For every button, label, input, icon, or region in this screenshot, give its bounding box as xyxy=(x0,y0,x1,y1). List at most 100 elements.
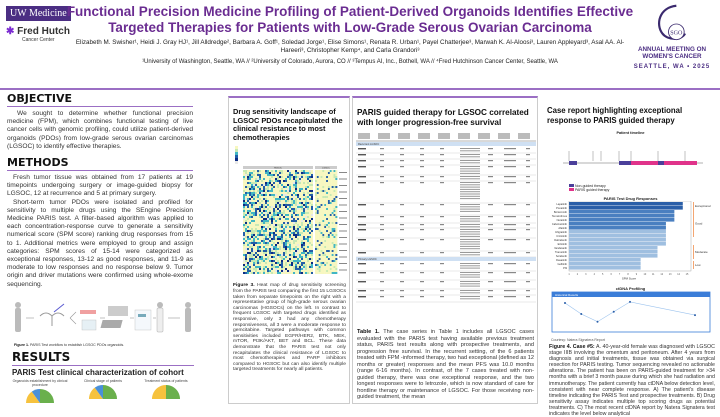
heatmap-cell xyxy=(267,256,269,259)
heatmap-cell xyxy=(265,200,267,203)
heatmap-cell xyxy=(309,236,311,239)
heatmap-cell xyxy=(243,202,245,205)
heatmap-cell xyxy=(287,238,289,241)
heatmap-cell xyxy=(277,178,279,181)
heatmap-cell xyxy=(322,192,325,195)
heatmap-cell xyxy=(253,196,255,199)
table-cell xyxy=(400,216,404,218)
heatmap-cell xyxy=(315,272,317,275)
heatmap-cell xyxy=(331,250,334,253)
heatmap-cell xyxy=(329,250,332,253)
heatmap-cell xyxy=(281,226,283,229)
heatmap-cell xyxy=(305,270,307,273)
pie-title: Clinical stage of patients xyxy=(84,379,122,383)
heatmap-cell xyxy=(287,272,289,275)
heatmap-cell xyxy=(326,268,329,271)
heatmap-cell xyxy=(322,186,325,189)
heatmap-cell xyxy=(299,170,301,173)
heatmap-cell xyxy=(309,252,311,255)
heatmap-cell xyxy=(283,196,285,199)
heatmap-cell xyxy=(253,242,255,245)
heatmap-cell xyxy=(249,232,251,235)
ctdna-point xyxy=(564,302,566,304)
heatmap-cell xyxy=(333,226,336,229)
table-header-cell xyxy=(358,133,370,139)
heatmap-cell xyxy=(245,266,247,269)
heatmap-cell xyxy=(263,174,265,177)
table-cell xyxy=(526,204,530,206)
heatmap-cell xyxy=(257,252,259,255)
heatmap-cell xyxy=(324,248,327,251)
heatmap-cell xyxy=(324,206,327,209)
heatmap-cell xyxy=(271,242,273,245)
heatmap-cell xyxy=(255,228,257,231)
heatmap-cell xyxy=(263,266,265,269)
heatmap-cell xyxy=(311,206,313,209)
table-panel: PARIS guided therapy for LGSOC correlate… xyxy=(352,96,538,404)
heatmap-cell xyxy=(311,246,313,249)
heatmap-cell xyxy=(305,220,307,223)
heatmap-cell xyxy=(335,240,338,243)
heatmap-cell xyxy=(253,174,255,177)
heatmap-cell xyxy=(251,240,253,243)
heatmap-cell xyxy=(273,236,275,239)
heatmap-cell xyxy=(253,190,255,193)
heatmap-cell xyxy=(324,182,327,185)
heatmap-cell xyxy=(331,260,334,263)
bar xyxy=(569,238,666,242)
heatmap-cell xyxy=(329,200,332,203)
heatmap-cell xyxy=(255,194,257,197)
heatmap-cell xyxy=(303,222,305,225)
heatmap-cell xyxy=(269,210,271,213)
heatmap-cell xyxy=(320,182,323,185)
heatmap-cell xyxy=(279,198,281,201)
heatmap-cell xyxy=(320,262,323,265)
heatmap-cell xyxy=(273,250,275,253)
heatmap-cell xyxy=(251,248,253,251)
heatmap-cell xyxy=(303,250,305,253)
heatmap-cell xyxy=(326,256,329,259)
heatmap-cell xyxy=(249,190,251,193)
heatmap-cell xyxy=(245,226,247,229)
heatmap-cell xyxy=(261,174,263,177)
case-id xyxy=(358,176,366,178)
heatmap-cell xyxy=(315,264,317,267)
heatmap-cell xyxy=(275,212,277,215)
heatmap-cell xyxy=(287,206,289,209)
heatmap-cell xyxy=(251,216,253,219)
heatmap-cell xyxy=(311,182,313,185)
heatmap-cell xyxy=(271,212,273,215)
heatmap-cell xyxy=(316,216,319,219)
heatmap-cell xyxy=(305,256,307,259)
heatmap-cell xyxy=(267,260,269,263)
heatmap-cell xyxy=(279,258,281,261)
heatmap-cell xyxy=(324,246,327,249)
heatmap-cell xyxy=(311,224,313,227)
heatmap-cell xyxy=(261,186,263,189)
authors: Elizabeth M. Swisher¹, Heidi J. Gray HJ¹… xyxy=(75,39,625,54)
heatmap-cell xyxy=(261,230,263,233)
heatmap-cell xyxy=(301,206,303,209)
heatmap-cell xyxy=(309,242,311,245)
heatmap-cell xyxy=(251,174,253,177)
heatmap-cell xyxy=(245,208,247,211)
heatmap-cell xyxy=(269,192,271,195)
heatmap-cell xyxy=(267,258,269,261)
heatmap-cell xyxy=(291,242,293,245)
heatmap-cell xyxy=(269,268,271,271)
heatmap-cell xyxy=(255,214,257,217)
heatmap-cell xyxy=(249,196,251,199)
heatmap-cell xyxy=(271,170,273,173)
heatmap-cell xyxy=(326,264,329,267)
bar-label: Sorafenib xyxy=(556,254,568,258)
heatmap-cell xyxy=(335,216,338,219)
heatmap-cell xyxy=(287,226,289,229)
heatmap-cell xyxy=(279,172,281,175)
table-cell xyxy=(400,281,404,283)
heatmap-cell xyxy=(273,184,275,187)
heatmap-cell xyxy=(287,182,289,185)
heatmap-cell xyxy=(261,238,263,241)
heatmap-cell xyxy=(295,248,297,251)
heatmap-cell xyxy=(335,242,338,245)
heatmap-cell xyxy=(271,254,273,257)
